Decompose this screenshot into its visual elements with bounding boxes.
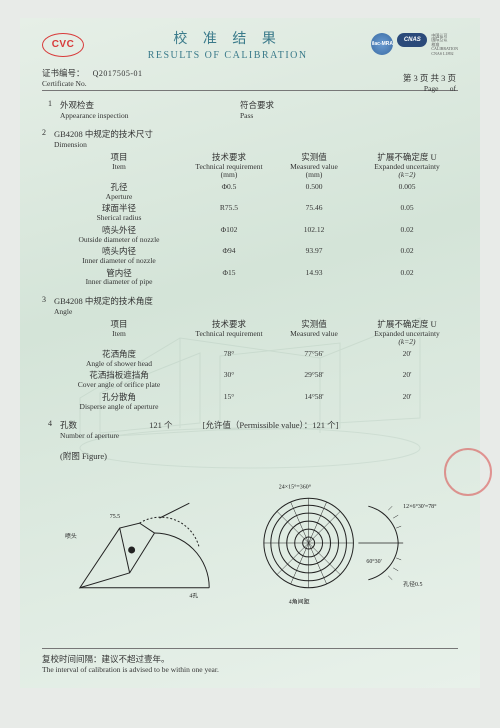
- sec4-title-cn: 孔数: [60, 419, 119, 431]
- red-stamp: [444, 448, 492, 496]
- sec3-rows: 花洒角度Angle of shower head78°77°56'20' 花洒挡板…: [54, 350, 460, 411]
- h3-req-en: Technical requirement: [184, 330, 274, 339]
- cnas-sub5: CNAS L1892: [431, 52, 458, 56]
- title-block: 校 准 结 果 RESULTS OF CALIBRATION: [84, 28, 371, 61]
- figure-area: 喷头 75.5 4孔: [60, 474, 458, 612]
- figure-left: 喷头 75.5 4孔: [60, 478, 229, 608]
- ilac-logo: ilac-MRA: [371, 33, 393, 55]
- section-4: 4 孔数 Number of aperture 121 个 [允许值（Permi…: [42, 419, 458, 440]
- sec1-title-en: Appearance inspection: [60, 111, 240, 120]
- sec3-idx: 3: [42, 295, 46, 411]
- table-row: 孔径ApertureΦ0.50.5000.005: [54, 183, 460, 201]
- h3-item-en: Item: [54, 330, 184, 339]
- cnas-subtext: 中国认可 国际互认 校准 CALIBRATION CNAS L1892: [431, 34, 458, 56]
- table-row: 孔分散角Disperse angle of aperture15°14°58'2…: [54, 393, 460, 411]
- fa7: 4孔: [189, 592, 198, 600]
- fa5: 4角间距: [289, 598, 310, 606]
- section-2: 2 GB4208 中规定的技术尺寸 Dimension 项目 Item 技术要求…: [42, 128, 458, 287]
- table-row: 管内径Inner diameter of pipeΦ1514.930.02: [54, 269, 460, 287]
- fa8: 75.5: [110, 514, 120, 520]
- sec1-title-cn: 外观检查: [60, 99, 240, 111]
- sec4-count: 121 个: [149, 419, 172, 431]
- sec4-title-en: Number of aperture: [60, 431, 119, 440]
- accreditation-logos: ilac-MRA CNAS 中国认可 国际互认 校准 CALIBRATION C…: [371, 33, 458, 56]
- section-3: 3 GB4208 中规定的技术角度 Angle 项目 Item 技术要求 Tec…: [42, 295, 458, 411]
- section-1: 1 外观检查 Appearance inspection 符合要求 Pass: [42, 99, 458, 120]
- page-number: 第 3 页 共 3 页 Page of: [403, 72, 456, 93]
- footer-cn: 复校时间间隔：建议不超过壹年。: [42, 653, 458, 665]
- fa2: 12×6°30'=78°: [403, 503, 437, 510]
- title-cn: 校 准 结 果: [84, 28, 371, 48]
- sec1-result-en: Pass: [240, 111, 274, 120]
- header: CVC 校 准 结 果 RESULTS OF CALIBRATION ilac-…: [42, 28, 458, 61]
- sec2-header: 项目 Item 技术要求 Technical requirement (mm) …: [54, 153, 460, 180]
- table-row: 球面半径Sherical radiusR75.575.460.05: [54, 204, 460, 222]
- cnas-logo: CNAS: [397, 33, 427, 47]
- table-row: 花洒挡板遮挡角Cover angle of orifice plate30°29…: [54, 371, 460, 389]
- h3-unc-u: (k=2): [354, 338, 460, 347]
- sec3-title-en: Angle: [54, 307, 460, 316]
- sec3-title-cn: GB4208 中规定的技术角度: [54, 295, 460, 307]
- footer-en: The interval of calibration is advised t…: [42, 665, 458, 674]
- cert-label-en: Certificate No.: [42, 79, 87, 88]
- fa3: 60°30': [366, 558, 381, 565]
- cvc-logo: CVC: [42, 33, 84, 57]
- sec3-header: 项目 Item 技术要求 Technical requirement 实测值 M…: [54, 320, 460, 347]
- figure-label: (附图 Figure): [60, 450, 458, 462]
- sec2-title-cn: GB4208 中规定的技术尺寸: [54, 128, 460, 140]
- footer: 复校时间间隔：建议不超过壹年。 The interval of calibrat…: [42, 648, 458, 674]
- page-num-en-l: Page: [424, 84, 439, 93]
- table-row: 喷头外径Outside diameter of nozzleΦ102102.12…: [54, 226, 460, 244]
- title-en: RESULTS OF CALIBRATION: [84, 50, 371, 61]
- sec4-perm: [允许值（Permissible value）：121 个]: [203, 419, 339, 431]
- sec1-result-cn: 符合要求: [240, 99, 274, 111]
- table-row: 花洒角度Angle of shower head78°77°56'20': [54, 350, 460, 368]
- table-row: 喷头内径Inner diameter of nozzleΦ9493.970.02: [54, 247, 460, 265]
- sec2-idx: 2: [42, 128, 46, 287]
- figure-right: 24×15°=360° 12×6°30'=78° 60°30' 孔径0.5 4角…: [239, 478, 458, 608]
- h-unc-u: (k=2): [354, 171, 460, 180]
- fa4: 孔径0.5: [403, 580, 422, 588]
- sec1-idx: 1: [42, 99, 52, 120]
- cnas-logo-wrap: CNAS: [397, 33, 427, 47]
- fa1: 24×15°=360°: [279, 483, 312, 490]
- page-num-cn: 第 3 页 共 3 页: [403, 72, 456, 84]
- h3-meas-en: Measured value: [274, 330, 354, 339]
- fa6: 喷头: [65, 532, 77, 540]
- page-num-en-r: of: [450, 84, 456, 93]
- divider-top: [42, 90, 458, 91]
- certificate-row: 证书编号： Certificate No. Q2017505-01: [42, 67, 458, 88]
- sec4-idx: 4: [42, 419, 52, 440]
- cert-number: Q2017505-01: [93, 69, 143, 78]
- sec2-rows: 孔径ApertureΦ0.50.5000.005 球面半径Sherical rad…: [54, 183, 460, 287]
- h-meas-u: (mm): [274, 171, 354, 180]
- h-item-en: Item: [54, 163, 184, 172]
- sec2-title-en: Dimension: [54, 140, 460, 149]
- h-req-u: (mm): [184, 171, 274, 180]
- calibration-page: CVC 校 准 结 果 RESULTS OF CALIBRATION ilac-…: [20, 18, 480, 688]
- cert-label-cn: 证书编号：: [42, 68, 85, 78]
